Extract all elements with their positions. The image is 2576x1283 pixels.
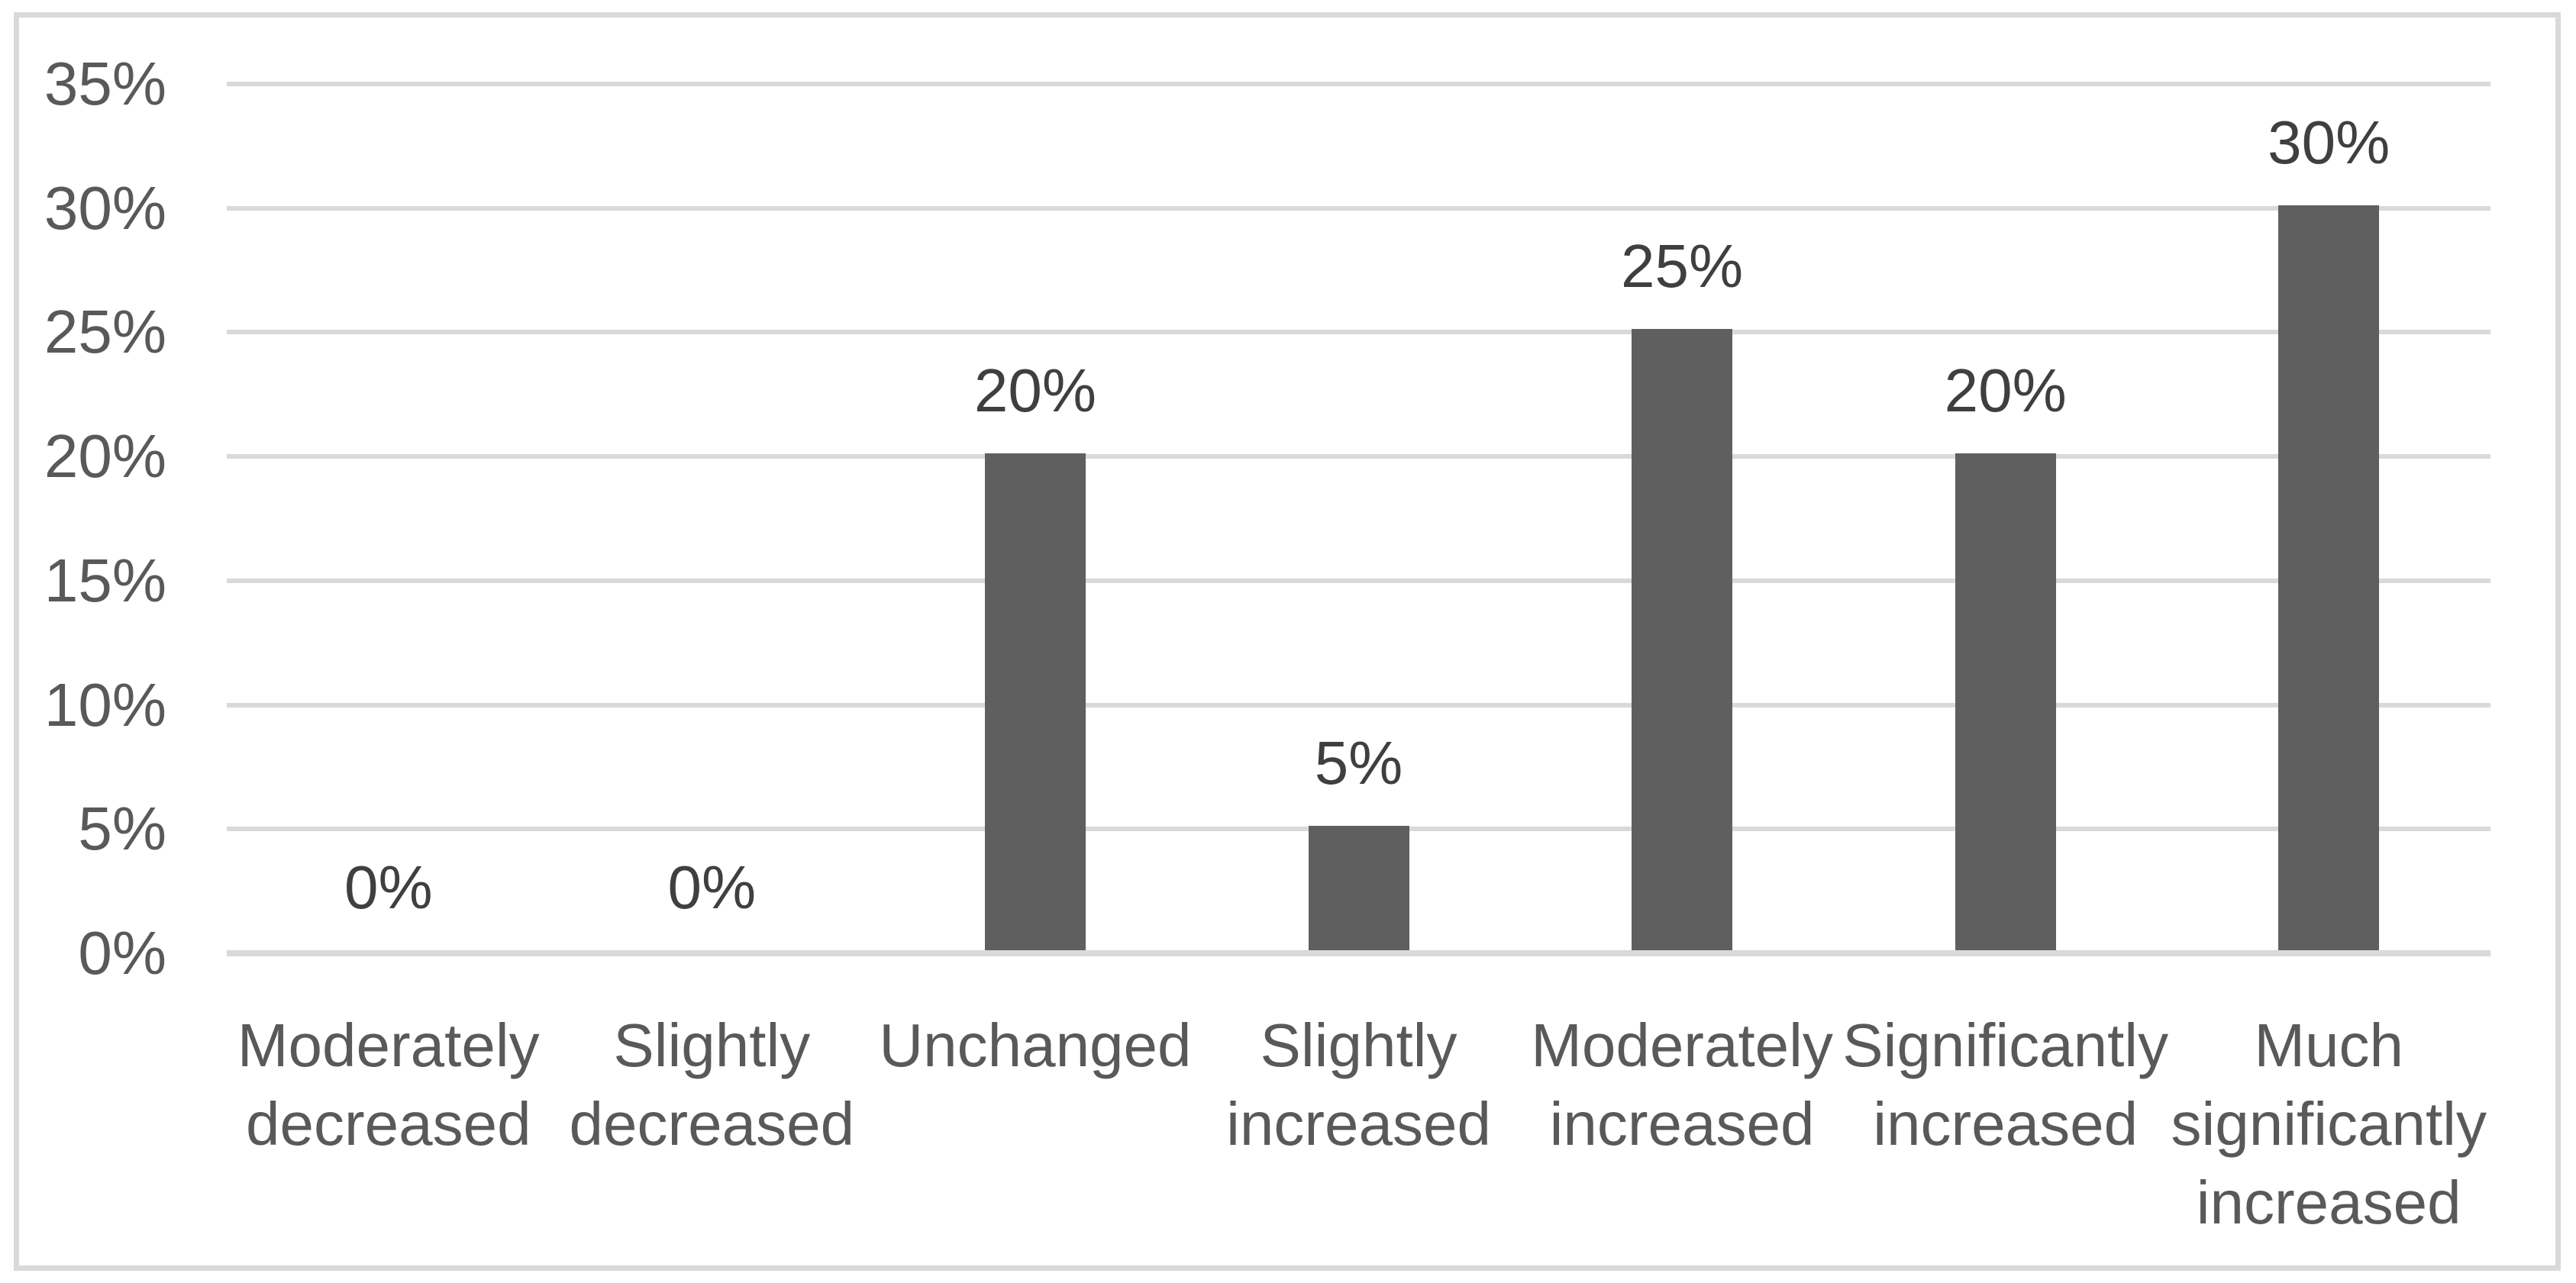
y-tick-label-0: 0% <box>78 919 166 987</box>
bar-unchanged <box>984 453 1086 950</box>
bar-significantly-increased <box>1955 453 2056 950</box>
chart-border-frame <box>14 12 2561 1271</box>
y-tick-label-30: 30% <box>44 173 166 242</box>
category-label-much-significantly-increased: Much significantly increased <box>2171 1011 2487 1236</box>
data-label-significantly-increased: 20% <box>1944 356 2067 425</box>
gridline-35 <box>227 82 2490 86</box>
category-label-slightly-decreased: Slightly decreased <box>569 1011 855 1158</box>
data-label-slightly-increased: 5% <box>1314 729 1403 798</box>
y-tick-label-10: 10% <box>44 670 166 739</box>
data-label-much-significantly-increased: 30% <box>2268 108 2390 176</box>
category-label-moderately-increased: Moderately increased <box>1531 1011 1833 1158</box>
gridline-25 <box>227 330 2490 335</box>
data-label-slightly-decreased: 0% <box>667 853 757 921</box>
y-tick-label-15: 15% <box>44 546 166 614</box>
data-label-moderately-decreased: 0% <box>344 853 433 921</box>
gridline-20 <box>227 454 2490 459</box>
bar-much-significantly-increased <box>2278 205 2380 950</box>
bar-slightly-increased <box>1308 826 1409 950</box>
gridline-15 <box>227 578 2490 583</box>
y-tick-label-35: 35% <box>44 50 166 118</box>
bar-moderately-increased <box>1632 329 1733 950</box>
category-label-significantly-increased: Significantly increased <box>1842 1011 2169 1158</box>
y-tick-label-25: 25% <box>44 298 166 366</box>
category-label-unchanged: Unchanged <box>879 1011 1192 1079</box>
y-tick-label-5: 5% <box>78 795 166 863</box>
category-label-slightly-increased: Slightly increased <box>1226 1011 1491 1158</box>
y-tick-label-20: 20% <box>44 422 166 491</box>
gridline-0 <box>227 950 2490 956</box>
data-label-moderately-increased: 25% <box>1621 232 1744 301</box>
data-label-unchanged: 20% <box>973 356 1096 425</box>
category-label-moderately-decreased: Moderately decreased <box>237 1011 540 1158</box>
gridline-30 <box>227 205 2490 211</box>
gridline-10 <box>227 702 2490 708</box>
